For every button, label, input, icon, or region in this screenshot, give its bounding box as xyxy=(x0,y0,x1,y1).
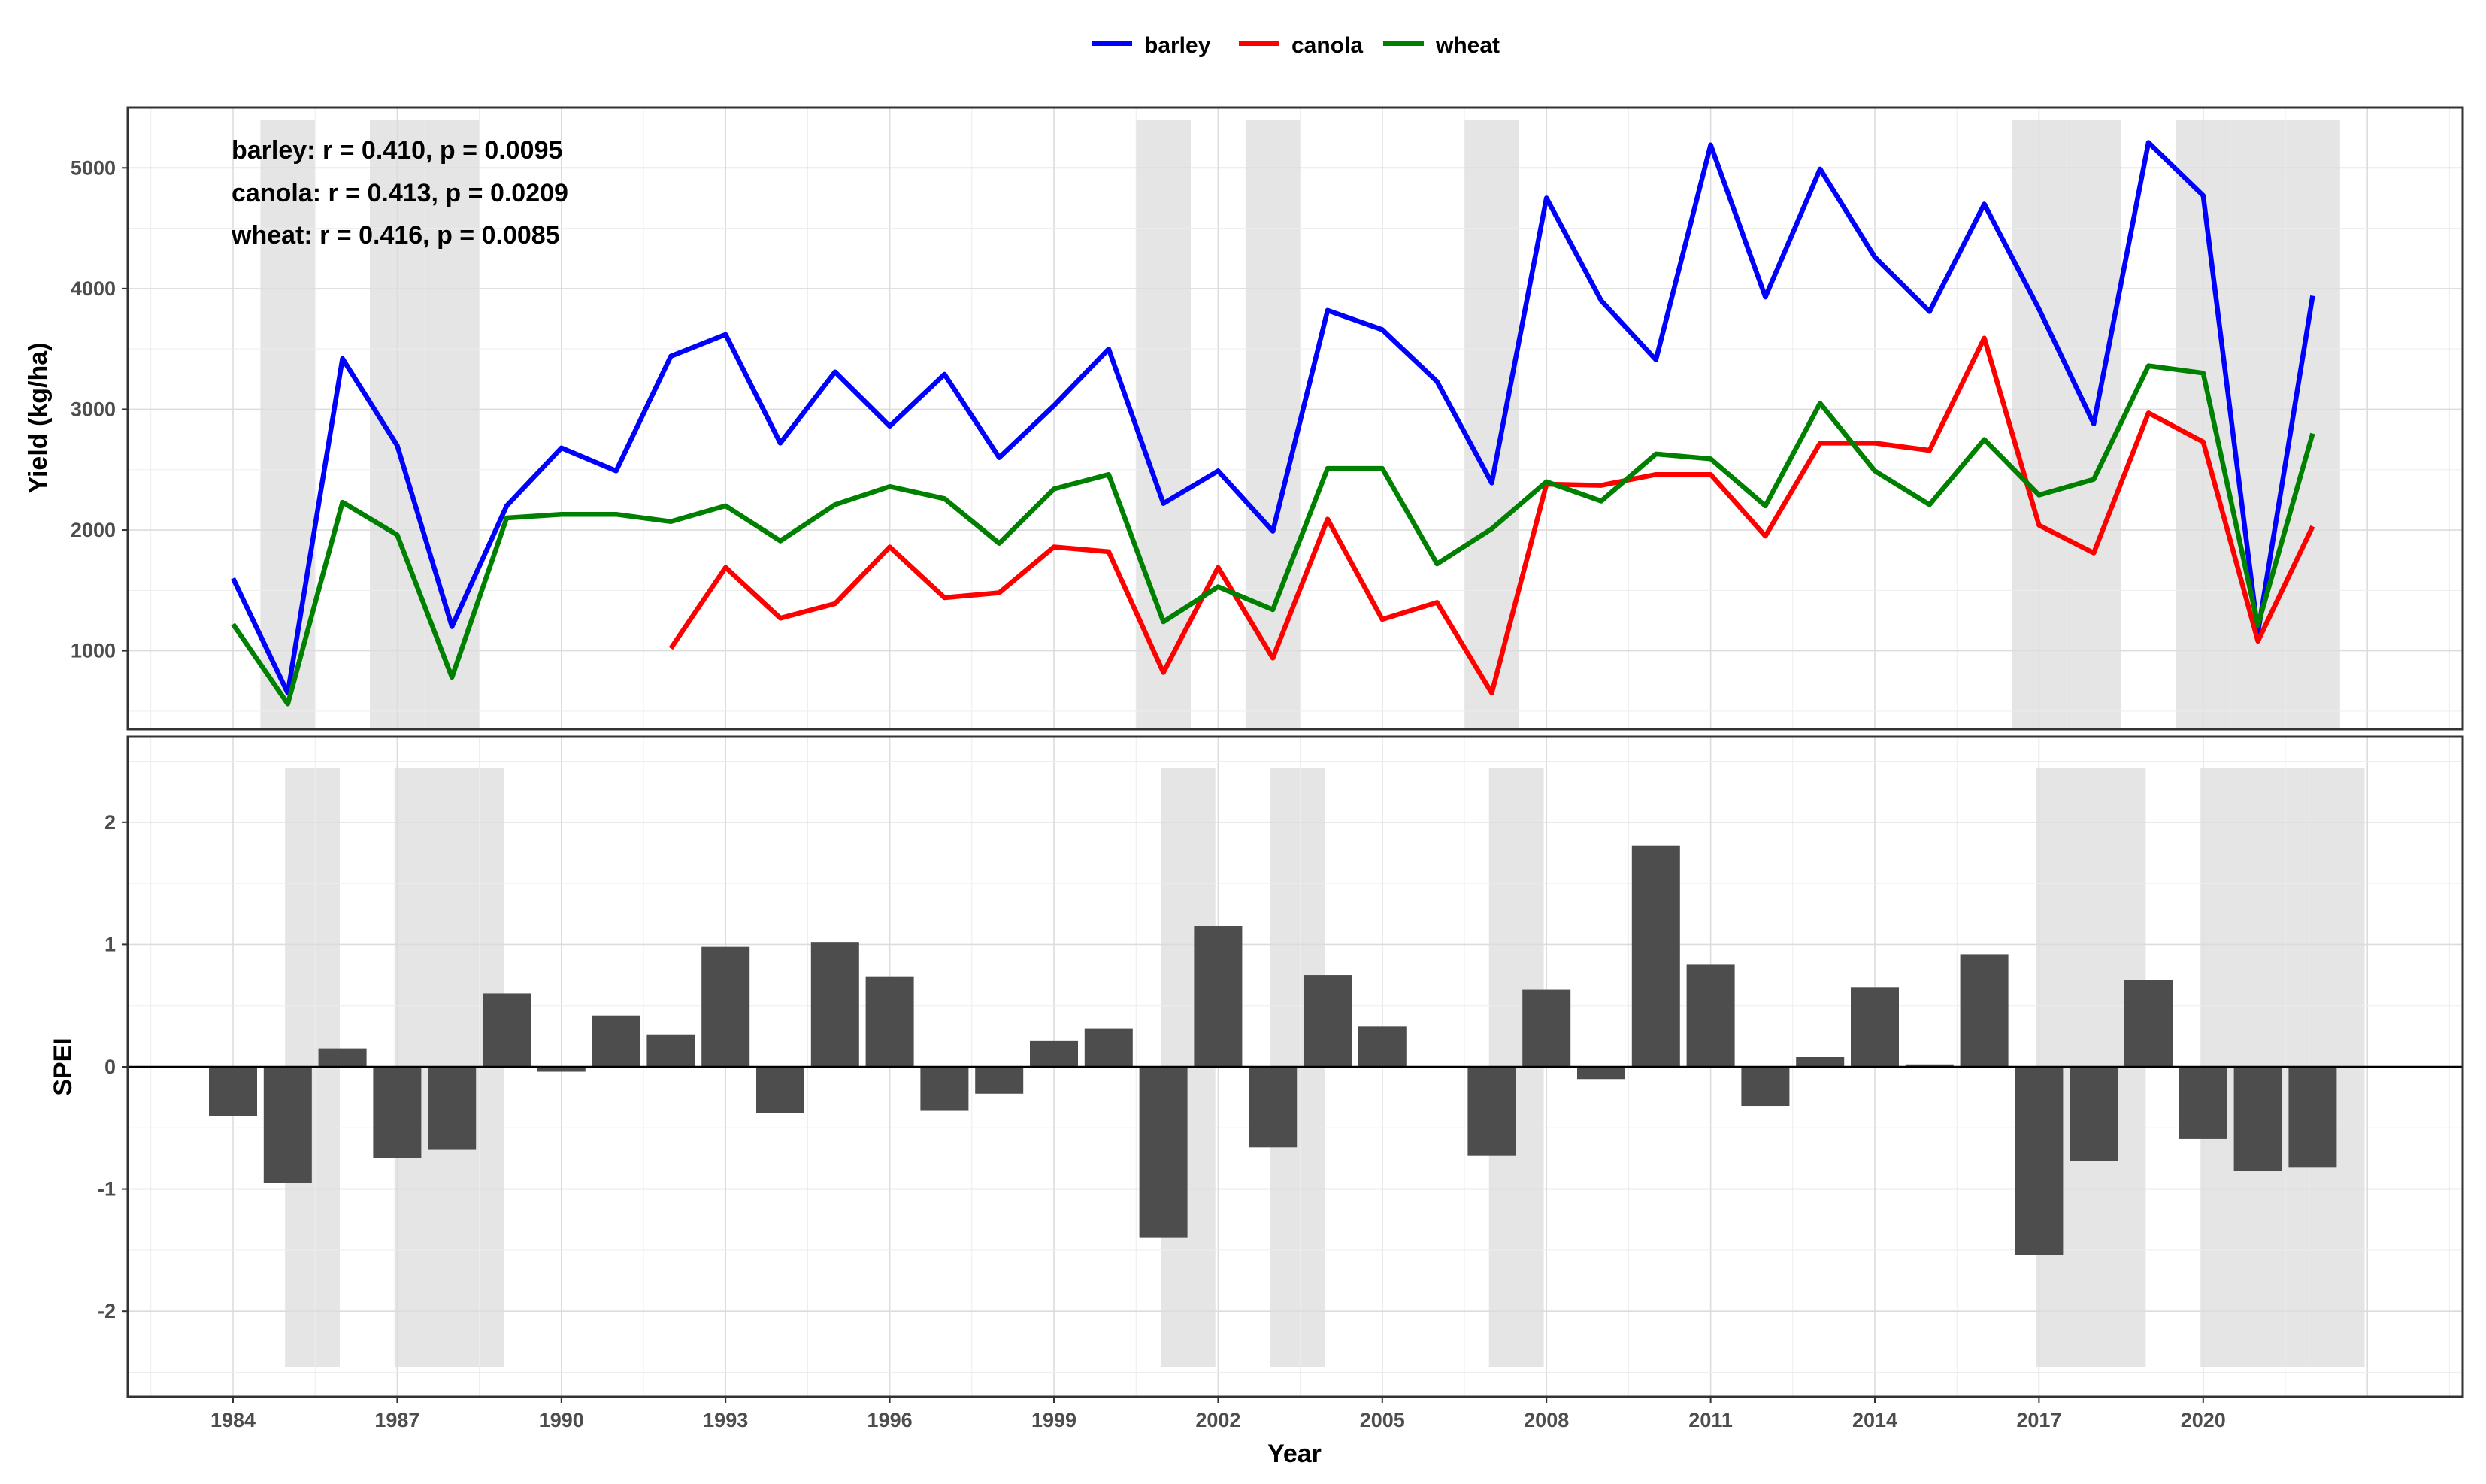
spei-bar-1991 xyxy=(592,1015,640,1067)
spei-tick-label: 2 xyxy=(104,811,116,834)
spei-bar-2012 xyxy=(1741,1067,1790,1107)
spei-bar-2002 xyxy=(1194,926,1243,1067)
spei-bar-1984 xyxy=(209,1067,257,1116)
spei-bar-2013 xyxy=(1796,1056,1845,1067)
series-line-barley xyxy=(231,140,2315,696)
spei-bar-1992 xyxy=(646,1034,695,1067)
year-tick-label: 2017 xyxy=(2016,1409,2061,1431)
yield-panel: 1000 2000 3000 4000 5000 Yield (kg/ha) barle… xyxy=(24,106,2464,731)
spei-bar-2009 xyxy=(1577,1067,1625,1080)
spei-bar-1996 xyxy=(865,976,914,1067)
legend-label-canola: canola xyxy=(1291,33,1363,58)
series-line-canola xyxy=(668,335,2315,696)
drought-band-top-2022 xyxy=(2285,120,2340,728)
legend-label-wheat: wheat xyxy=(1435,33,1500,58)
spei-bar-1999 xyxy=(1030,1040,1078,1067)
spei-bar-1985 xyxy=(263,1067,312,1183)
yield-tick-label: 1000 xyxy=(71,640,116,662)
spei-bar-2001 xyxy=(1139,1067,1188,1238)
spei-tick-label: 0 xyxy=(104,1055,116,1078)
spei-tick-label: -1 xyxy=(98,1178,116,1201)
spei-bar-2005 xyxy=(1358,1026,1407,1067)
yield-axis-label: Yield (kg/ha) xyxy=(24,343,53,494)
correlation-annotations: barley: r = 0.410, p = 0.0095 canola: r … xyxy=(231,136,568,250)
spei-bars xyxy=(209,845,2337,1255)
spei-tick-label: -2 xyxy=(98,1300,116,1322)
yield-tick-label: 5000 xyxy=(71,156,116,179)
spei-bar-1997 xyxy=(920,1067,969,1111)
year-tick-label: 1993 xyxy=(703,1409,748,1431)
drought-band-top-1985 xyxy=(260,120,316,728)
spei-tick-label: 1 xyxy=(104,933,116,956)
spei-bar-1988 xyxy=(428,1067,477,1150)
spei-bar-2010 xyxy=(1631,845,1680,1067)
annotation-wheat: wheat: r = 0.416, p = 0.0085 xyxy=(231,221,560,250)
yield-tick-label: 2000 xyxy=(71,519,116,541)
spei-bar-2007 xyxy=(1467,1067,1516,1156)
spei-bar-2014 xyxy=(1851,987,1899,1067)
year-tick-label: 2011 xyxy=(1688,1409,1733,1431)
legend: barley canola wheat xyxy=(1092,33,1500,58)
drought-band-top-1988 xyxy=(424,120,480,728)
spei-bar-2008 xyxy=(1522,989,1571,1067)
spei-axis-label: SPEI xyxy=(49,1037,77,1095)
year-tick-label: 1996 xyxy=(868,1409,913,1431)
spei-bar-1995 xyxy=(810,942,859,1067)
spei-bar-2021 xyxy=(2233,1067,2282,1171)
spei-bar-2022 xyxy=(2288,1067,2337,1168)
spei-bar-2004 xyxy=(1304,975,1352,1067)
spei-bar-2000 xyxy=(1084,1028,1133,1067)
drought-band-top-2007 xyxy=(1464,120,1519,728)
spei-bar-1989 xyxy=(483,993,531,1067)
annotation-barley: barley: r = 0.410, p = 0.0095 xyxy=(232,136,562,165)
spei-panel: -2 -1 0 1 2 1984 1987 1990 1993 1996 1999 2002 2005… xyxy=(49,735,2464,1468)
spei-bar-2018 xyxy=(2070,1067,2118,1161)
yield-tick-label: 3000 xyxy=(71,398,116,420)
year-tick-label: 2020 xyxy=(2181,1409,2226,1431)
spei-bar-2003 xyxy=(1249,1067,1298,1148)
legend-label-barley: barley xyxy=(1144,33,1211,58)
year-axis-label: Year xyxy=(1267,1440,1322,1468)
spei-bar-1993 xyxy=(701,946,750,1067)
year-tick-label: 1999 xyxy=(1031,1409,1076,1431)
annotation-canola: canola: r = 0.413, p = 0.0209 xyxy=(232,179,568,207)
spei-bar-2020 xyxy=(2179,1067,2227,1139)
spei-bar-1994 xyxy=(756,1067,804,1113)
year-tick-label: 1987 xyxy=(374,1409,419,1431)
spei-bar-2017 xyxy=(2015,1067,2064,1255)
spei-bar-2016 xyxy=(1960,954,2009,1067)
year-tick-label: 2008 xyxy=(1524,1409,1569,1431)
spei-bar-2019 xyxy=(2124,980,2173,1067)
series-line-wheat xyxy=(231,363,2315,707)
year-tick-label: 1990 xyxy=(539,1409,584,1431)
drought-band-top-2003 xyxy=(1245,120,1301,728)
yield-axis-ticks: 1000 2000 3000 4000 5000 xyxy=(71,156,128,662)
top-panel-border xyxy=(126,106,2464,731)
spei-bar-1998 xyxy=(975,1067,1024,1094)
yield-tick-label: 4000 xyxy=(71,277,116,300)
spei-bar-1987 xyxy=(373,1067,422,1158)
year-tick-label: 1984 xyxy=(210,1409,256,1431)
year-tick-label: 2014 xyxy=(1852,1409,1897,1431)
spei-bar-1986 xyxy=(318,1048,367,1067)
year-tick-label: 2005 xyxy=(1360,1409,1405,1431)
yield-lines xyxy=(231,140,2315,707)
year-tick-label: 2002 xyxy=(1195,1409,1240,1431)
spei-bar-1990 xyxy=(537,1067,586,1072)
spei-bar-2015 xyxy=(1905,1064,1954,1067)
year-axis-ticks: 1984 1987 1990 1993 1996 1999 2002 2005 2008 2011… xyxy=(210,1397,2226,1431)
top-gridlines xyxy=(128,107,2463,729)
spei-bar-2011 xyxy=(1686,964,1735,1067)
spei-axis-ticks: -2 -1 0 1 2 xyxy=(98,811,128,1322)
